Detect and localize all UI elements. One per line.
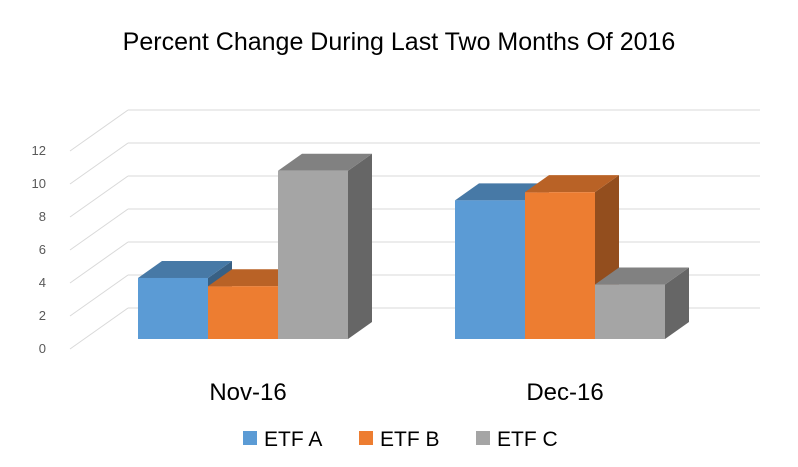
x-axis: Nov-16 Dec-16 (209, 379, 603, 406)
legend-label: ETF C (497, 428, 558, 451)
y-axis: 0 2 4 6 8 10 12 (32, 143, 46, 356)
bars (138, 153, 689, 339)
bar-side (665, 267, 689, 339)
legend-label: ETF B (380, 428, 440, 451)
gridline-diagonal (69, 142, 129, 185)
bar (278, 153, 372, 339)
y-tick-label: 0 (39, 341, 46, 356)
gridline-diagonal (69, 307, 129, 350)
legend-swatch (476, 431, 490, 445)
y-tick-label: 6 (39, 242, 46, 257)
legend-item: ETF C (476, 428, 558, 451)
bar (595, 267, 689, 339)
legend: ETF A ETF B ETF C (243, 428, 558, 451)
bar-front (208, 286, 278, 339)
y-tick-label: 12 (32, 143, 46, 158)
bar-top (138, 260, 232, 278)
gridline-diagonal (69, 109, 129, 152)
legend-label: ETF A (264, 428, 322, 451)
y-tick-label: 4 (39, 275, 46, 290)
bar (525, 175, 619, 339)
legend-swatch (359, 431, 373, 445)
bar-front (525, 192, 595, 339)
gridline-diagonal (69, 274, 129, 317)
bar-side (348, 153, 372, 339)
y-tick-label: 10 (32, 176, 46, 191)
bar-top (525, 175, 619, 193)
gridline-diagonal (69, 241, 129, 284)
y-tick-label: 2 (39, 308, 46, 323)
legend-swatch (243, 431, 257, 445)
bar-top (278, 153, 372, 171)
chart-title: Percent Change During Last Two Months Of… (123, 28, 676, 56)
legend-item: ETF A (243, 428, 322, 451)
legend-item: ETF B (359, 428, 440, 451)
bar-front (138, 277, 208, 339)
bar-front (595, 284, 665, 339)
x-tick-label: Nov-16 (209, 379, 286, 406)
x-tick-label: Dec-16 (526, 379, 603, 406)
gridline-diagonal (69, 208, 129, 251)
bar-front (278, 170, 348, 339)
y-tick-label: 8 (39, 209, 46, 224)
gridline-diagonal (69, 175, 129, 218)
bar-top (595, 267, 689, 285)
bar-front (455, 200, 525, 339)
